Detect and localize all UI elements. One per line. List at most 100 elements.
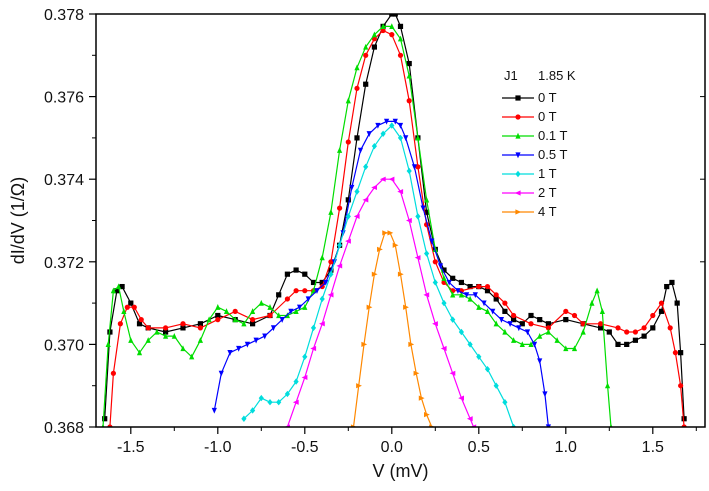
data-point [145,325,151,331]
data-point [250,407,256,414]
data-point [515,152,521,159]
data-point [415,213,421,220]
axes-layer: -1.5 -1.0 -0.5 0.0 0.5 1.0 1.5 0.368 0.370 0.372 0… [44,7,705,456]
data-point [293,267,299,273]
data-point [599,308,605,314]
data-point [270,325,277,332]
data-point [293,288,299,294]
data-point [681,416,687,422]
series-0 [102,14,687,422]
data-point [293,378,299,385]
data-point [380,23,386,29]
data-point [515,95,521,101]
data-point [380,130,386,137]
data-point [215,312,221,319]
data-point [406,98,412,104]
data-point [531,341,538,348]
data-point [674,300,680,306]
data-point [397,122,404,129]
data-point [197,325,203,331]
data-point [580,321,586,327]
data-point [388,176,395,182]
data-point [319,279,325,286]
data-point [397,188,404,195]
data-point [389,32,395,38]
data-point [292,399,299,405]
data-point [467,283,473,290]
data-point [380,27,386,34]
data-point [232,308,238,314]
data-point [498,317,505,323]
data-point [349,184,355,191]
y-tick-label: 0.368 [44,420,84,437]
data-point [279,317,285,323]
data-point [516,325,522,332]
data-point [206,316,212,323]
data-point [476,353,482,360]
legend-label: 1 T [538,166,557,181]
data-point [180,345,186,352]
data-point [537,332,543,339]
data-point [472,292,478,299]
data-point [276,292,282,298]
data-point [371,31,377,38]
data-point [345,97,351,104]
data-point [337,242,343,249]
data-point [450,291,456,298]
data-point [476,304,482,310]
data-point [493,296,499,302]
data-point [284,390,290,398]
data-point [366,304,373,310]
data-point [490,308,496,315]
data-point [609,423,613,427]
data-point [110,370,116,376]
data-point [105,341,111,347]
data-point [262,333,268,340]
data-point [664,283,670,290]
data-point [650,325,656,331]
data-point [154,328,160,335]
data-point [371,271,378,277]
legend-label: 0 T [538,109,557,124]
data-point [542,391,548,398]
data-point [356,383,362,389]
data-point [163,332,169,339]
legend-label: 4 T [538,204,557,219]
data-point [580,328,586,335]
data-point [114,288,120,294]
data-point [197,337,203,343]
legend-title-left: J1 [504,68,518,83]
data-point [128,337,134,343]
data-point [357,147,364,154]
data-point [458,328,464,336]
data-point [345,197,351,203]
data-point [397,271,404,277]
data-point [672,350,679,356]
data-point [124,304,130,310]
data-point [215,317,221,323]
data-point [589,299,595,306]
data-point [227,350,233,356]
data-point [189,353,195,360]
data-point [197,321,203,327]
data-point [128,300,134,306]
data-point [524,329,531,336]
data-point [545,321,551,327]
data-point [379,176,386,182]
data-point [102,416,108,422]
y-tick-label: 0.376 [44,90,84,107]
legend-label: 0.1 T [538,128,567,143]
data-point [345,139,351,145]
data-point [414,255,421,261]
data-point [415,164,421,170]
legend-label: 0 T [538,90,557,105]
data-point [397,23,404,29]
data-point [250,321,256,327]
data-point [383,118,390,125]
series-1 [107,27,687,427]
data-point [563,317,569,323]
legend-entry: 2 T [502,185,557,200]
data-point [171,332,177,339]
data-point [484,288,491,294]
